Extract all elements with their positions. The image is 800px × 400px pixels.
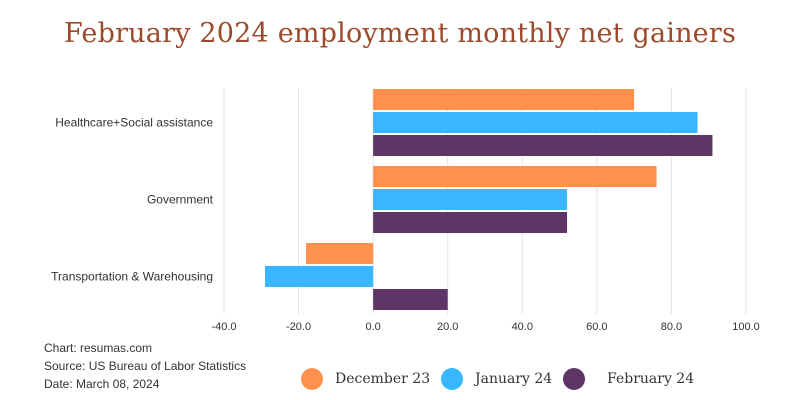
legend-item-february-24: February 24 — [563, 368, 694, 390]
x-tick-label: 0.0 — [365, 321, 380, 333]
legend-label-february-24: February 24 — [607, 371, 695, 387]
x-tick-label: 40.0 — [512, 321, 533, 333]
chart-date: Date: March 08, 2024 — [44, 377, 160, 391]
bar-government-february-24 — [373, 212, 568, 233]
chart-source: Source: US Bureau of Labor Statistics — [44, 359, 247, 373]
chart-credit: Chart: resumas.com — [44, 341, 153, 355]
bar-healthcare-social-assistance-january-24 — [373, 112, 698, 133]
x-tick-label: 100.0 — [732, 321, 760, 333]
bar-healthcare-social-assistance-february-24 — [373, 135, 713, 156]
chart-title: February 2024 employment monthly net gai… — [63, 18, 737, 49]
x-tick-label: 20.0 — [437, 321, 458, 333]
bar-transportation-warehousing-february-24 — [373, 289, 448, 310]
legend-item-january-24: January 24 — [441, 368, 552, 390]
legend-label-december-23: December 23 — [335, 371, 431, 387]
legend-swatch-december-23 — [301, 368, 323, 390]
x-tick-label: 60.0 — [586, 321, 607, 333]
legend-label-january-24: January 24 — [475, 371, 553, 387]
bar-transportation-warehousing-january-24 — [265, 266, 374, 287]
legend-item-december-23: December 23 — [301, 368, 430, 390]
legend-swatch-february-24 — [563, 368, 585, 390]
y-category-label: Transportation & Warehousing — [51, 270, 213, 284]
x-tick-label: -20.0 — [286, 321, 311, 333]
bar-transportation-warehousing-december-23 — [306, 243, 374, 264]
y-category-label: Healthcare+Social assistance — [55, 116, 213, 130]
x-tick-label: 80.0 — [661, 321, 682, 333]
bar-government-december-23 — [373, 166, 657, 187]
bar-government-january-24 — [373, 189, 568, 210]
x-tick-label: -40.0 — [211, 321, 236, 333]
legend-swatch-january-24 — [441, 368, 463, 390]
y-category-label: Government — [147, 193, 214, 207]
bar-healthcare-social-assistance-december-23 — [373, 89, 635, 110]
